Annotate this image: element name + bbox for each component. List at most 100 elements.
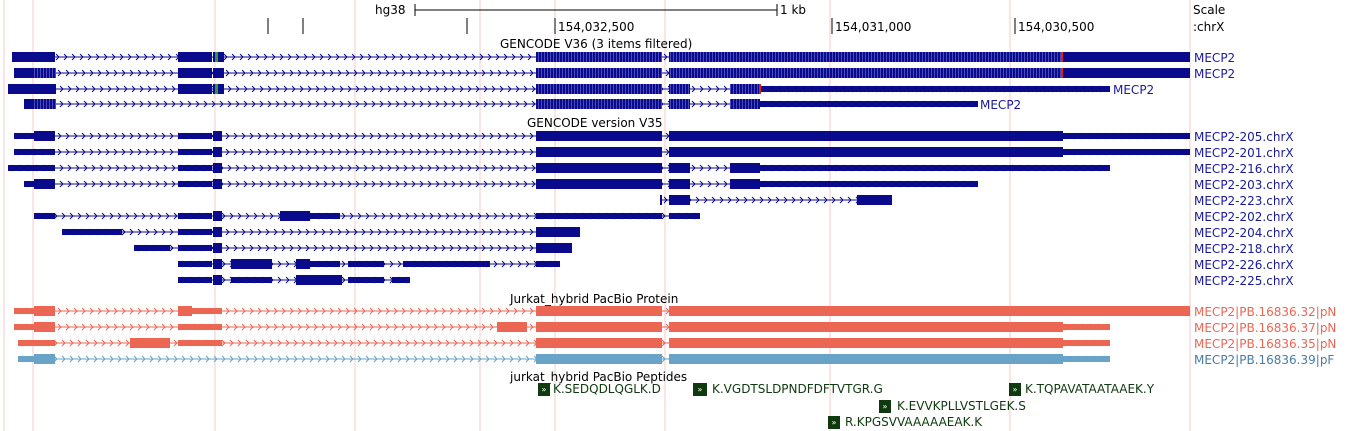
strand-arrow-icon (301, 355, 306, 363)
exon-block (280, 211, 310, 221)
gencode35-item-label[interactable]: MECP2-226.chrX (1194, 258, 1294, 272)
strand-arrow-icon (473, 228, 478, 236)
gencode36-item-label[interactable]: MECP2 (1194, 67, 1236, 81)
strand-arrow-icon (169, 132, 174, 140)
strand-arrow-icon (153, 132, 158, 140)
gencode35-item-label[interactable]: MECP2-225.chrX (1194, 274, 1294, 288)
strand-arrow-icon (663, 53, 668, 61)
ruler-position-3: 154,030,500 (1018, 20, 1095, 34)
track-title-peptides: jurkat_hybrid PacBio Peptides (510, 370, 688, 384)
strand-arrow-icon (483, 164, 488, 172)
strand-arrow-icon (529, 69, 534, 77)
strand-arrow-icon (775, 196, 780, 204)
peptide-label[interactable]: K.EVVKPLLVSTLGEK.S (897, 399, 1026, 413)
peptide-label[interactable]: K.SEDQDLQGLK.D (553, 382, 661, 396)
strand-arrow-icon (353, 148, 358, 156)
exon-block (730, 179, 760, 189)
strand-arrow-icon (225, 228, 230, 236)
strand-arrow-icon (235, 100, 240, 108)
strand-arrow-icon (293, 339, 298, 347)
strand-arrow-icon (487, 53, 492, 61)
gencode35-item-label[interactable]: MECP2-223.chrX (1194, 194, 1294, 208)
pacbio-item-label[interactable]: MECP2|PB.16836.35|pN (1194, 337, 1337, 351)
strand-arrow-icon (299, 100, 304, 108)
strand-arrow-icon (291, 164, 296, 172)
gencode35-item-label[interactable]: MECP2-205.chrX (1194, 130, 1294, 144)
strand-arrow-icon (521, 228, 526, 236)
strand-arrow-icon (313, 228, 318, 236)
double-chevron-icon: » (828, 416, 840, 429)
pacbio-item-label[interactable]: MECP2|PB.16836.37|pN (1194, 321, 1337, 335)
gencode36-item-label[interactable]: MECP2 (1194, 51, 1236, 65)
strand-arrow-icon (323, 180, 328, 188)
strand-arrow-icon (129, 148, 134, 156)
gencode36-item-label[interactable]: MECP2 (980, 98, 1022, 112)
gencode35-item-label[interactable]: MECP2-203.chrX (1194, 178, 1294, 192)
strand-arrow-icon (313, 323, 318, 331)
strand-arrow-icon (89, 148, 94, 156)
strand-arrow-icon (497, 244, 502, 252)
strand-arrow-icon (443, 180, 448, 188)
strand-arrow-icon (65, 132, 70, 140)
exon-block (1063, 149, 1190, 155)
strand-arrow-icon (85, 355, 90, 363)
strand-arrow-icon (89, 323, 94, 331)
strand-arrow-icon (105, 323, 110, 331)
gencode35-item-label[interactable]: MECP2-204.chrX (1194, 226, 1294, 240)
strand-arrow-icon (529, 307, 534, 315)
strand-arrow-icon (141, 212, 146, 220)
strand-arrow-icon (411, 85, 416, 93)
strand-arrow-icon (377, 69, 382, 77)
strand-arrow-icon (121, 132, 126, 140)
strand-arrow-icon (715, 85, 720, 93)
gencode35-item-label[interactable]: MECP2-218.chrX (1194, 242, 1294, 256)
strand-arrow-icon (441, 132, 446, 140)
pacbio-item-label[interactable]: MECP2|PB.16836.39|pF (1194, 353, 1335, 367)
strand-arrow-icon (151, 53, 156, 61)
strand-arrow-icon (171, 100, 176, 108)
strand-arrow-icon (441, 307, 446, 315)
gencode36-item-label[interactable]: MECP2 (1113, 83, 1155, 97)
gencode35-item-label[interactable]: MECP2-202.chrX (1194, 210, 1294, 224)
strand-arrow-icon (281, 307, 286, 315)
peptide-label[interactable]: K.TQPAVATAATAAEK.Y (1025, 382, 1155, 396)
strand-arrow-icon (499, 85, 504, 93)
strand-arrow-icon (481, 132, 486, 140)
gencode35-item-label[interactable]: MECP2-201.chrX (1194, 146, 1294, 160)
strand-arrow-icon (101, 339, 106, 347)
peptide-label[interactable]: R.KPGSVVAAAAAEAK.K (845, 415, 983, 429)
strand-arrow-icon (337, 244, 342, 252)
strand-arrow-icon (501, 355, 506, 363)
strand-arrow-icon (265, 132, 270, 140)
strand-arrow-icon (525, 339, 530, 347)
strand-arrow-icon (121, 228, 126, 236)
strand-arrow-icon (229, 212, 234, 220)
strand-arrow-icon (65, 148, 70, 156)
strand-arrow-icon (425, 148, 430, 156)
strand-arrow-icon (235, 85, 240, 93)
strand-arrow-icon (529, 323, 534, 331)
strand-arrow-icon (297, 132, 302, 140)
double-chevron-icon: » (1009, 383, 1021, 396)
strand-arrow-icon (523, 100, 528, 108)
strand-arrow-icon (369, 228, 374, 236)
strand-arrow-icon (131, 100, 136, 108)
peptide-label[interactable]: K.VGDTSLDPNDFDFTVTGR.G (712, 382, 883, 396)
strand-arrow-icon (377, 228, 382, 236)
strand-arrow-icon (341, 355, 346, 363)
strand-arrow-icon (335, 53, 340, 61)
pacbio-item-label[interactable]: MECP2|PB.16836.32|pN (1194, 305, 1337, 319)
strand-arrow-icon (521, 148, 526, 156)
strand-arrow-icon (369, 323, 374, 331)
strand-arrow-icon (401, 148, 406, 156)
gencode35-item-label[interactable]: MECP2-216.chrX (1194, 162, 1294, 176)
strand-arrow-icon (507, 100, 512, 108)
strand-arrow-icon (255, 53, 260, 61)
exon-block (8, 84, 56, 94)
strand-arrow-icon (385, 69, 390, 77)
strand-arrow-icon (149, 212, 154, 220)
strand-arrow-icon (435, 180, 440, 188)
strand-arrow-icon (369, 132, 374, 140)
strand-arrow-icon (57, 148, 62, 156)
